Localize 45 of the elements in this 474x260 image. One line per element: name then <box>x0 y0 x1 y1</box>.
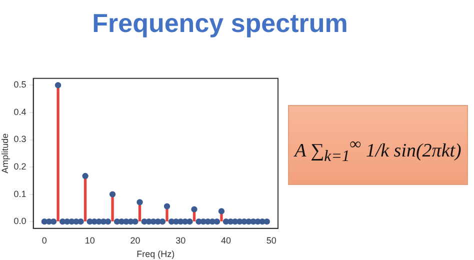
point <box>128 218 134 225</box>
point <box>214 218 220 225</box>
point <box>104 218 112 225</box>
point <box>186 218 193 225</box>
x-axis-title: Freq (Hz) <box>136 249 175 260</box>
x-tick-label: 50 <box>266 235 276 246</box>
point <box>132 218 138 225</box>
point <box>73 218 80 225</box>
point <box>254 218 261 225</box>
y-tick-label: 0.1 <box>14 188 26 199</box>
point <box>141 218 148 225</box>
point <box>82 172 88 180</box>
point <box>78 218 84 225</box>
x-tick-label: 40 <box>221 235 232 246</box>
point <box>50 218 57 225</box>
point <box>164 203 170 210</box>
x-tick-label: 30 <box>176 235 186 246</box>
point <box>59 218 66 225</box>
y-axis-title: Amplitude <box>0 133 10 174</box>
point <box>246 218 252 225</box>
point <box>218 208 225 214</box>
point <box>182 218 188 225</box>
point <box>264 218 270 225</box>
y-tick-label: 0.0 <box>14 216 26 226</box>
point <box>136 199 143 206</box>
point <box>196 218 202 225</box>
point <box>191 206 198 212</box>
x-tick-label: 20 <box>130 235 140 246</box>
point <box>68 218 75 225</box>
y-tick-label: 0.4 <box>14 106 26 117</box>
y-tick-label: 0.2 <box>14 162 26 172</box>
point <box>232 218 238 225</box>
x-tick-label: 0 <box>42 235 47 246</box>
x-tick-label: 10 <box>84 235 95 246</box>
chart-title: Frequency spectrum <box>91 8 349 39</box>
point <box>250 218 256 225</box>
y-tick-label: 0.3 <box>14 134 26 144</box>
point <box>159 218 166 225</box>
point <box>241 218 248 225</box>
point <box>118 218 125 225</box>
point <box>54 82 62 88</box>
text: A ∑$_{k=1}$$^{∞}$ 1/k sin(2πkt) <box>288 105 468 185</box>
y-tick-label: 0.5 <box>14 80 26 90</box>
point <box>109 191 116 198</box>
point <box>178 218 184 225</box>
